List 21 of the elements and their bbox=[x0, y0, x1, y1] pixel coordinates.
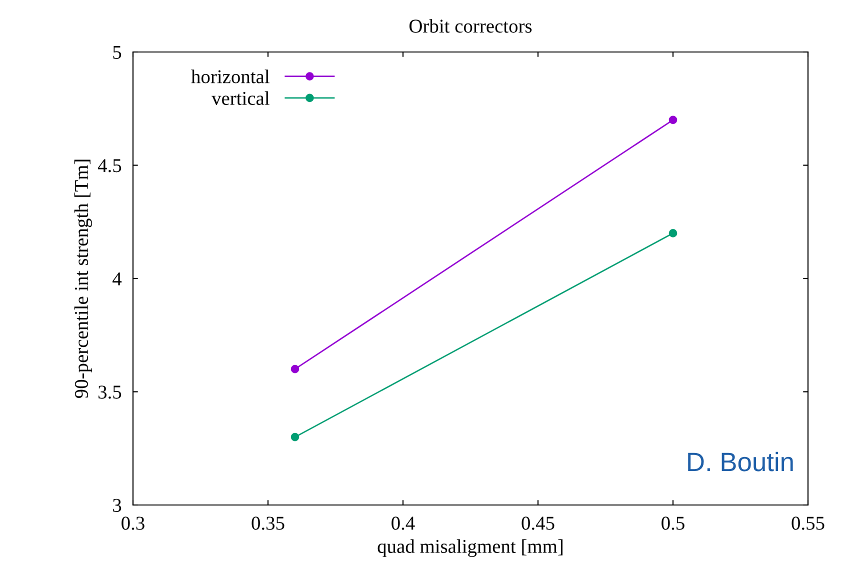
y-tick-label: 4.5 bbox=[98, 159, 122, 172]
annotation: D. Boutin bbox=[688, 452, 793, 472]
y-tick-label: 3 bbox=[113, 498, 122, 512]
point bbox=[668, 229, 678, 238]
x-tick-label: 0.45 bbox=[522, 516, 554, 530]
point bbox=[290, 364, 300, 374]
y-tick-label: 4 bbox=[112, 272, 122, 286]
x-tick-label: 0.55 bbox=[792, 516, 824, 530]
point bbox=[290, 432, 300, 442]
legend-label: horizontal bbox=[191, 70, 270, 84]
legend-label: vertical bbox=[212, 91, 270, 105]
y-tick-label: 3.5 bbox=[98, 386, 122, 399]
x-tick-label: 0.5 bbox=[662, 516, 684, 530]
chart-title: Orbit correctors bbox=[409, 19, 532, 33]
x-axis-title: quad misaligment [mm] bbox=[378, 539, 562, 557]
x-tick-label: 0.4 bbox=[392, 516, 415, 530]
point bbox=[668, 116, 678, 124]
y-axis-title: 90-percentile int strength [Tm] bbox=[74, 160, 92, 398]
x-tick-label: 0.3 bbox=[122, 516, 144, 530]
y-tick-label: 5 bbox=[113, 46, 122, 59]
x-tick-label: 0.35 bbox=[252, 516, 284, 530]
